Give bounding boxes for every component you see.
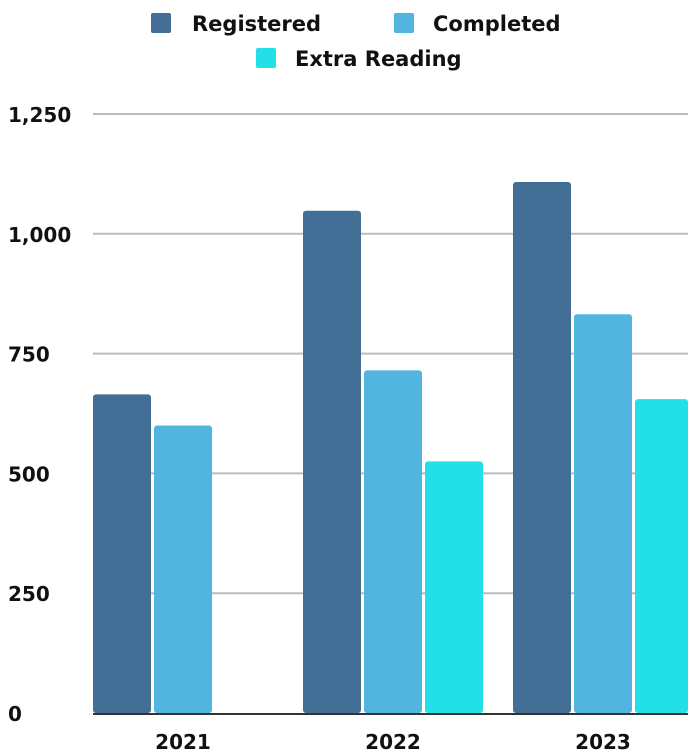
legend-swatch — [394, 13, 414, 33]
bar-extra-reading-2022 — [425, 461, 483, 713]
y-tick-label: 750 — [8, 343, 50, 367]
bar-completed-2022 — [364, 370, 422, 713]
legend-label: Registered — [192, 12, 321, 36]
legend: Registered Completed Extra Reading — [151, 12, 561, 71]
bar-extra-reading-2023 — [635, 399, 688, 713]
y-tick-label: 1,250 — [8, 103, 71, 127]
bar-completed-2021 — [154, 425, 212, 713]
bar-completed-2023 — [574, 314, 632, 713]
legend-swatch — [151, 13, 171, 33]
x-category-label: 2022 — [365, 730, 421, 753]
y-tick-label: 0 — [8, 702, 22, 726]
y-axis-ticks: 0 250 500 750 1,000 1,250 — [8, 103, 71, 726]
legend-label: Extra Reading — [295, 47, 462, 71]
bar-registered-2021 — [93, 394, 151, 713]
legend-label: Completed — [433, 12, 561, 36]
x-category-label: 2023 — [575, 730, 631, 753]
bar-registered-2022 — [303, 210, 361, 713]
x-category-label: 2021 — [155, 730, 211, 753]
x-axis-categories: 2021 2022 2023 — [155, 730, 631, 753]
bar-registered-2023 — [513, 182, 571, 714]
legend-swatch — [256, 48, 276, 68]
y-tick-label: 1,000 — [8, 223, 71, 247]
y-tick-label: 250 — [8, 582, 50, 606]
bars — [93, 182, 688, 714]
y-tick-label: 500 — [8, 462, 50, 486]
